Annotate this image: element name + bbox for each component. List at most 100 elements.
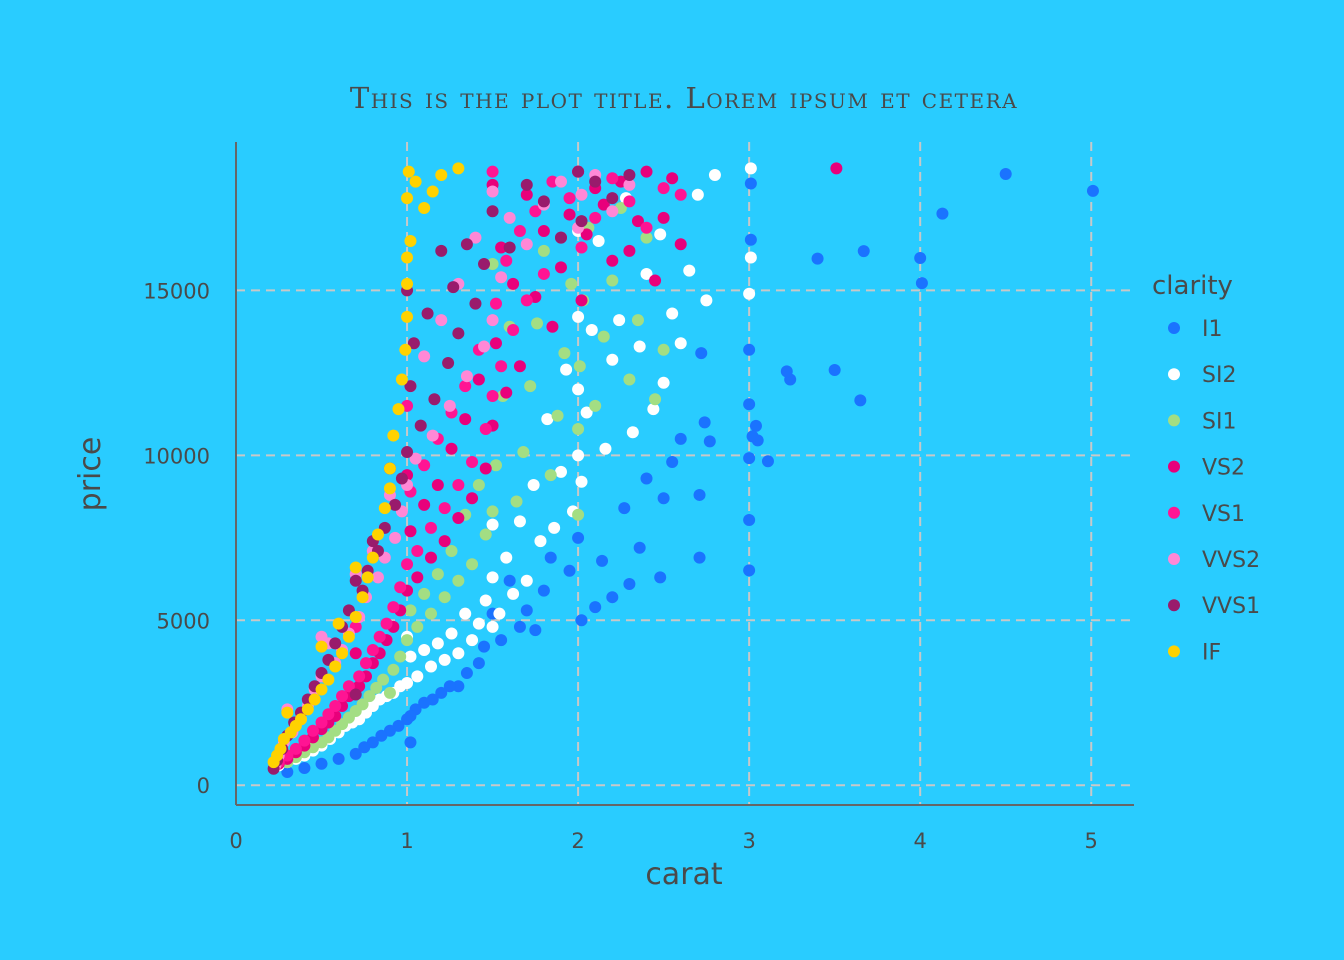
data-point xyxy=(418,498,431,511)
data-point xyxy=(452,512,465,525)
data-point xyxy=(623,168,636,181)
data-point xyxy=(575,294,588,307)
data-point xyxy=(486,165,499,178)
data-point xyxy=(452,327,465,340)
data-point xyxy=(744,177,757,190)
data-point xyxy=(749,419,762,432)
data-point xyxy=(666,172,679,185)
data-point xyxy=(349,747,362,760)
data-point xyxy=(460,667,473,680)
data-point xyxy=(418,696,431,709)
data-point xyxy=(486,205,499,218)
data-point xyxy=(513,515,526,528)
legend-key-vvs2 xyxy=(1168,553,1180,565)
data-point xyxy=(380,617,393,630)
data-point xyxy=(404,736,417,749)
data-point xyxy=(401,192,414,205)
data-point xyxy=(657,343,670,356)
data-point xyxy=(575,241,588,254)
data-point xyxy=(387,663,400,676)
data-point xyxy=(452,647,465,660)
data-point xyxy=(520,574,533,587)
data-point xyxy=(500,386,513,399)
data-point xyxy=(524,380,537,393)
data-point xyxy=(394,581,407,594)
data-point xyxy=(589,175,602,188)
data-point xyxy=(411,620,424,633)
data-point xyxy=(489,459,502,472)
data-point xyxy=(466,558,479,571)
data-point xyxy=(486,571,499,584)
data-point xyxy=(435,168,448,181)
data-point xyxy=(478,640,491,653)
data-point xyxy=(761,455,774,468)
data-point xyxy=(332,752,345,765)
data-point xyxy=(349,561,362,574)
data-point xyxy=(414,419,427,432)
data-point xyxy=(743,514,756,527)
data-point xyxy=(426,429,439,442)
data-point xyxy=(298,762,311,775)
data-point xyxy=(674,188,687,201)
y-tick-label: 0 xyxy=(197,774,210,798)
legend-title: clarity xyxy=(1152,271,1233,301)
x-axis-title: carat xyxy=(645,857,723,892)
data-point xyxy=(377,673,390,686)
data-point xyxy=(409,175,422,188)
data-point xyxy=(596,554,609,567)
data-point xyxy=(743,287,756,300)
data-point xyxy=(531,317,544,330)
data-point xyxy=(353,670,366,683)
data-point xyxy=(424,551,437,564)
data-point xyxy=(411,670,424,683)
data-point xyxy=(537,195,550,208)
data-point xyxy=(315,757,328,770)
data-point xyxy=(537,267,550,280)
data-point xyxy=(315,630,328,643)
legend-key-vs2 xyxy=(1168,460,1180,473)
data-point xyxy=(394,650,407,663)
data-point xyxy=(438,653,451,666)
data-point xyxy=(527,479,540,492)
data-point xyxy=(301,703,314,716)
data-point xyxy=(267,756,280,769)
data-point xyxy=(631,215,644,228)
data-point xyxy=(435,686,448,699)
data-point xyxy=(623,195,636,208)
data-point xyxy=(392,403,405,416)
data-point xyxy=(693,488,706,501)
data-point xyxy=(554,231,567,244)
data-point xyxy=(366,643,379,656)
data-point xyxy=(486,505,499,518)
data-point xyxy=(395,472,408,485)
data-point xyxy=(572,508,585,521)
data-point xyxy=(478,258,491,271)
chart-title: This is the plot title. Lorem ipsum et c… xyxy=(350,81,1018,115)
data-point xyxy=(363,690,376,703)
data-point xyxy=(520,238,533,251)
data-point xyxy=(575,188,588,201)
data-point xyxy=(657,211,670,224)
data-point xyxy=(411,571,424,584)
data-point xyxy=(472,617,485,630)
data-point xyxy=(404,650,417,663)
data-point xyxy=(404,525,417,538)
data-point xyxy=(606,353,619,366)
legend-key-vs1 xyxy=(1168,506,1180,519)
data-point xyxy=(780,365,793,378)
data-point xyxy=(537,244,550,257)
legend-label: VS1 xyxy=(1202,502,1245,527)
data-point xyxy=(746,430,759,443)
data-point xyxy=(356,591,369,604)
data-point xyxy=(693,551,706,564)
legend-key-si2 xyxy=(1168,368,1180,381)
data-point xyxy=(1086,184,1099,197)
data-point xyxy=(517,446,530,459)
data-point xyxy=(452,479,465,492)
data-point xyxy=(657,376,670,389)
data-point xyxy=(308,693,321,706)
data-point xyxy=(409,452,422,465)
data-point xyxy=(489,337,502,350)
data-point xyxy=(401,277,414,290)
